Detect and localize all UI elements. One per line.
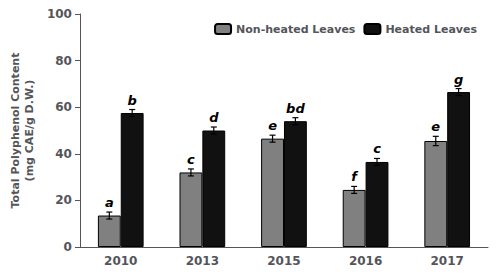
svg-text:a: a	[105, 195, 114, 210]
svg-text:2016: 2016	[349, 254, 382, 268]
svg-text:e: e	[431, 119, 440, 134]
svg-text:0: 0	[64, 240, 72, 254]
svg-text:e: e	[268, 118, 277, 133]
svg-text:bd: bd	[286, 101, 305, 116]
svg-text:2015: 2015	[267, 254, 300, 268]
svg-text:Total Polyphenol Content: Total Polyphenol Content	[9, 53, 22, 209]
svg-text:2013: 2013	[186, 254, 219, 268]
svg-text:c: c	[187, 152, 195, 167]
svg-text:2010: 2010	[104, 254, 137, 268]
svg-text:c: c	[373, 141, 381, 156]
svg-text:Heated Leaves: Heated Leaves	[385, 23, 477, 36]
svg-text:Non-heated Leaves: Non-heated Leaves	[236, 23, 356, 36]
svg-text:g: g	[454, 72, 463, 87]
svg-text:20: 20	[55, 193, 72, 207]
svg-text:(mg CAE/g D.W.): (mg CAE/g D.W.)	[23, 80, 36, 182]
svg-text:f: f	[351, 169, 359, 184]
svg-text:60: 60	[55, 100, 72, 114]
svg-text:b: b	[128, 93, 137, 108]
svg-text:2017: 2017	[430, 254, 463, 268]
svg-text:80: 80	[55, 54, 72, 68]
svg-text:40: 40	[55, 147, 72, 161]
svg-text:100: 100	[47, 7, 72, 21]
svg-text:d: d	[209, 110, 219, 125]
